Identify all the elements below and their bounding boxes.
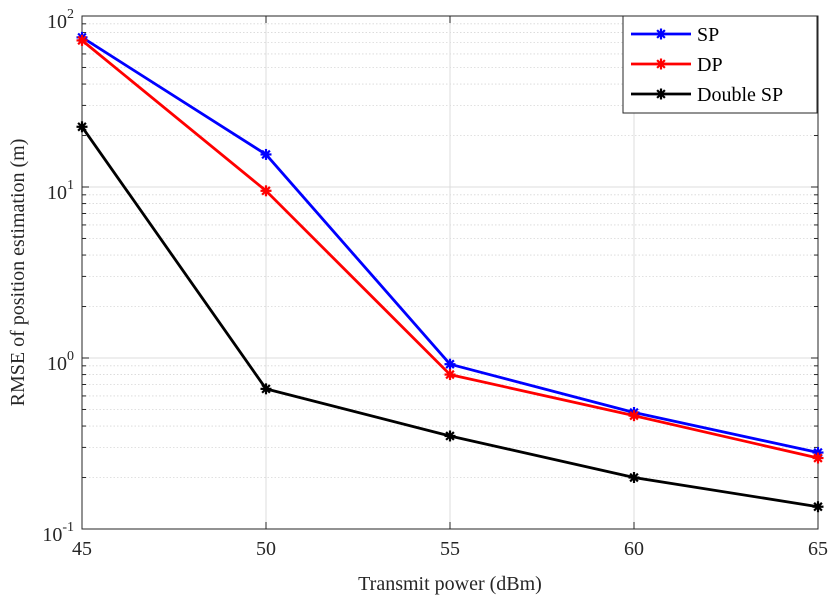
marker-stroke (656, 59, 666, 69)
series-double-sp (76, 121, 824, 513)
marker-stroke (813, 453, 823, 463)
x-tick-label: 45 (72, 538, 92, 560)
marker-stroke (77, 35, 87, 46)
marker-stroke (445, 369, 455, 380)
marker-stroke (261, 384, 271, 394)
x-tick-label: 65 (808, 538, 828, 560)
data-point-dp (812, 452, 824, 464)
legend-marker-double-sp (655, 88, 667, 100)
y-tick-label: 10-1 (42, 520, 74, 546)
data-point-double-sp (444, 430, 456, 442)
data-point-dp (76, 34, 88, 46)
legend-marker-sp (655, 28, 667, 40)
x-tick-label: 60 (624, 538, 644, 560)
marker-stroke (656, 89, 666, 99)
legend-item-dp: DP (631, 54, 723, 76)
data-point-double-sp (260, 383, 272, 395)
series-layer (76, 31, 824, 513)
marker-stroke (261, 186, 271, 196)
marker-stroke (656, 29, 666, 39)
marker-stroke (445, 431, 455, 441)
y-axis-label: RMSE of position estimation (m) (7, 139, 29, 407)
legend: SP DP Double SP (622, 15, 818, 114)
data-point-dp (628, 410, 640, 422)
legend-label-double-sp: Double SP (697, 84, 783, 106)
marker-stroke (261, 149, 271, 160)
marker-stroke (77, 122, 87, 132)
marker-stroke (629, 411, 639, 421)
data-point-dp (260, 185, 272, 197)
data-point-sp (260, 148, 272, 160)
legend-marker-dp (655, 58, 667, 70)
data-point-double-sp (812, 501, 824, 513)
legend-item-sp: SP (631, 24, 719, 46)
marker-stroke (629, 472, 639, 483)
legend-item-double-sp: Double SP (631, 84, 783, 106)
data-point-sp (444, 358, 456, 370)
x-tick-label: 55 (440, 538, 460, 560)
series-dp (76, 34, 824, 464)
marker-stroke (445, 359, 455, 369)
y-tick-label: 102 (47, 7, 74, 33)
data-point-double-sp (76, 121, 88, 133)
legend-label-sp: SP (697, 24, 719, 46)
y-tick-label: 100 (47, 349, 74, 375)
data-point-double-sp (628, 472, 640, 484)
x-tick-label: 50 (256, 538, 276, 560)
legend-label-dp: DP (697, 54, 723, 76)
marker-stroke (813, 502, 823, 512)
data-point-dp (444, 369, 456, 381)
x-axis-label: Transmit power (dBm) (358, 573, 542, 595)
y-tick-label: 101 (47, 178, 74, 204)
